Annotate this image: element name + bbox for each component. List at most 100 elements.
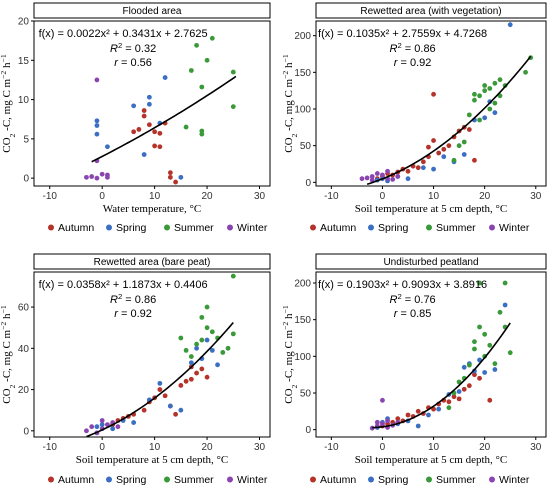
point-summer bbox=[188, 354, 194, 359]
chart-panel-4: Undisturbed peatland -10 0 10 20 30 0 50 100 150 2… bbox=[281, 253, 547, 486]
point-spring bbox=[426, 412, 431, 418]
point-autumn bbox=[146, 122, 152, 128]
point-spring bbox=[492, 367, 498, 372]
y-tick-label: 60 bbox=[18, 303, 30, 314]
point-spring bbox=[415, 423, 421, 429]
point-autumn bbox=[152, 129, 158, 135]
point-summer bbox=[477, 93, 482, 99]
point-spring bbox=[405, 176, 411, 182]
y-tick-label: 100 bbox=[294, 352, 311, 363]
x-tick-label: 30 bbox=[254, 442, 266, 453]
point-spring bbox=[420, 165, 426, 171]
point-autumn bbox=[415, 165, 421, 171]
point-summer bbox=[451, 157, 457, 163]
y-tick-label: 150 bbox=[294, 315, 311, 326]
x-tick-label: 0 bbox=[380, 191, 386, 202]
x-tick-label: 0 bbox=[380, 442, 386, 453]
point-summer bbox=[230, 273, 236, 279]
legend-marker-autumn bbox=[48, 476, 54, 483]
legend-label-spring: Spring bbox=[116, 222, 147, 234]
fit-curve bbox=[372, 322, 511, 429]
r-squared: R2 = 0.32 bbox=[110, 41, 156, 56]
r-value: r = 0.92 bbox=[114, 308, 152, 320]
point-spring bbox=[94, 123, 100, 128]
r-squared: R2 = 0.76 bbox=[390, 292, 436, 307]
point-summer bbox=[220, 350, 226, 355]
plot-area bbox=[33, 20, 271, 187]
y-tick-label: 50 bbox=[300, 141, 312, 152]
point-autumn bbox=[431, 138, 436, 143]
point-spring bbox=[146, 94, 152, 100]
x-tick-label: 20 bbox=[479, 191, 491, 202]
point-spring bbox=[487, 99, 493, 105]
point-spring bbox=[441, 154, 447, 160]
y-tick-label: 200 bbox=[294, 31, 311, 42]
point-spring bbox=[94, 118, 100, 124]
point-winter bbox=[84, 428, 89, 434]
y-axis-label: CO2 -C, mg C m−2 h−1 bbox=[281, 54, 299, 153]
point-summer bbox=[472, 91, 477, 97]
point-autumn bbox=[431, 91, 436, 97]
point-summer bbox=[492, 80, 498, 86]
point-summer bbox=[523, 69, 528, 75]
legend-marker-autumn bbox=[48, 224, 54, 231]
legend-label-summer: Summer bbox=[174, 474, 214, 486]
legend-label-winter: Winter bbox=[499, 222, 530, 234]
y-tick-label: 0 bbox=[305, 178, 311, 189]
point-spring bbox=[507, 22, 513, 28]
point-summer bbox=[199, 337, 205, 343]
point-autumn bbox=[204, 374, 210, 380]
point-summer bbox=[230, 104, 236, 110]
point-autumn bbox=[141, 108, 147, 113]
point-summer bbox=[199, 131, 205, 137]
x-tick-label: 30 bbox=[254, 191, 266, 202]
legend-marker-winter bbox=[489, 224, 495, 231]
y-tick-label: 15 bbox=[18, 56, 30, 67]
point-autumn bbox=[415, 408, 421, 414]
point-summer bbox=[456, 143, 462, 149]
point-autumn bbox=[436, 150, 442, 156]
panel-title: Rewetted area (bare peat) bbox=[94, 257, 211, 268]
legend-marker-winter bbox=[227, 224, 233, 231]
legend: Autumn Spring Summer Winter bbox=[48, 474, 268, 486]
legend-marker-spring bbox=[368, 224, 374, 231]
point-winter bbox=[359, 176, 365, 182]
point-summer bbox=[199, 84, 205, 90]
legend-marker-summer bbox=[426, 476, 432, 483]
fit-curve bbox=[91, 75, 237, 163]
point-spring bbox=[431, 166, 436, 172]
legend-marker-autumn bbox=[310, 476, 316, 483]
point-summer bbox=[194, 42, 199, 48]
x-tick-label: 30 bbox=[530, 442, 542, 453]
x-tick-label: -10 bbox=[43, 442, 58, 453]
chart-panel-3: Rewetted area (bare peat) -10 0 10 20 30 0 20 40… bbox=[0, 253, 271, 486]
legend-label-autumn: Autumn bbox=[58, 474, 94, 486]
panel-title: Flooded area bbox=[123, 6, 182, 17]
point-spring bbox=[188, 360, 194, 366]
point-winter bbox=[374, 171, 380, 176]
panel-title-box bbox=[315, 253, 547, 270]
point-spring bbox=[162, 75, 168, 80]
point-summer bbox=[497, 309, 503, 315]
point-summer bbox=[482, 331, 488, 337]
point-summer bbox=[199, 314, 205, 320]
point-autumn bbox=[472, 372, 477, 378]
legend-marker-spring bbox=[106, 224, 112, 231]
point-autumn bbox=[405, 412, 411, 418]
y-axis-label: CO2 -C, mg C m−2 h−1 bbox=[0, 305, 17, 404]
point-summer bbox=[178, 335, 184, 341]
point-winter bbox=[94, 77, 100, 83]
point-autumn bbox=[477, 375, 482, 381]
point-autumn bbox=[395, 416, 401, 422]
point-winter bbox=[374, 419, 380, 425]
point-spring bbox=[194, 345, 199, 351]
point-summer bbox=[472, 97, 477, 103]
x-tick-label: -10 bbox=[324, 442, 339, 453]
point-spring bbox=[209, 347, 215, 353]
point-autumn bbox=[173, 411, 179, 417]
y-tick-label: 5 bbox=[23, 134, 29, 145]
point-spring bbox=[204, 337, 210, 343]
point-autumn bbox=[157, 144, 163, 150]
point-winter bbox=[380, 172, 385, 178]
